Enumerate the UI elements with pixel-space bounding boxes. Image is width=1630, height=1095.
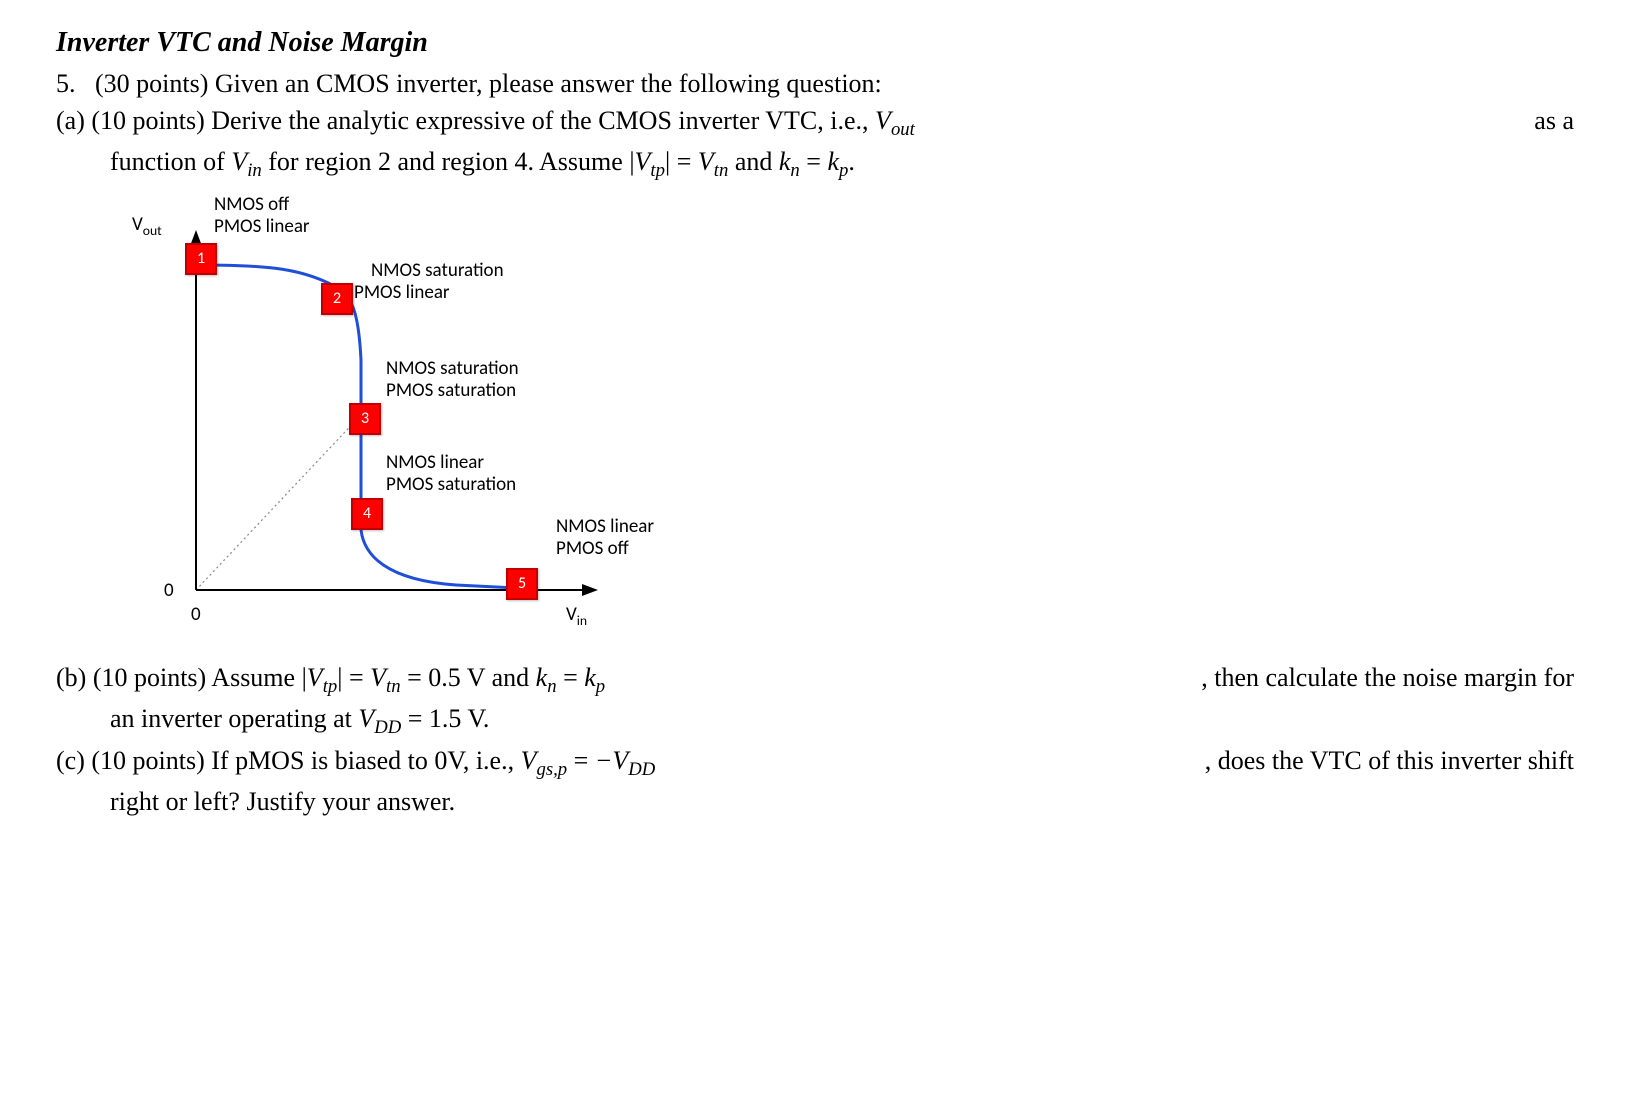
- region-box-4: 4: [351, 498, 383, 530]
- qb-text-2: an inverter operating at: [110, 704, 358, 733]
- q5-line: 5. (30 points) Given an CMOS inverter, p…: [56, 66, 1574, 101]
- math-kp: kp: [827, 147, 848, 176]
- qb-text-1a: Assume: [211, 663, 301, 692]
- qa-text-2a: function of: [110, 147, 231, 176]
- math-neg-vdd: −VDD: [595, 746, 655, 775]
- math-vin: Vin: [231, 147, 261, 176]
- qa-text-2d: .: [848, 147, 855, 176]
- qc-text-1a: If pMOS is biased to 0V, i.e.,: [211, 746, 520, 775]
- region4-nmos: NMOS linear: [386, 452, 484, 474]
- math-vtn: Vtn: [698, 147, 728, 176]
- vin-axis-label: Vin: [566, 604, 587, 629]
- qa-line2: function of Vin for region 2 and region …: [56, 144, 1574, 183]
- qc-prefix: (c): [56, 746, 85, 775]
- q5-points: (30 points): [95, 69, 208, 98]
- val-0-5: 0.5 V: [428, 663, 485, 692]
- q5-text: Given an CMOS inverter, please answer th…: [215, 69, 882, 98]
- section-title: Inverter VTC and Noise Margin: [56, 24, 1574, 62]
- qb-text-1b: and: [492, 663, 536, 692]
- math-vtp: Vtp: [635, 147, 665, 176]
- region5-pmos: PMOS off: [556, 538, 629, 560]
- vtc-chart: 1 2 3 4 5 Vout 0 0 Vin NMOS off PMOS lin…: [96, 190, 816, 650]
- math-vout: Vout: [875, 106, 915, 135]
- math-vgsp: Vgs,p: [521, 746, 568, 775]
- zero-y-label: 0: [164, 580, 174, 602]
- region5-nmos: NMOS linear: [556, 516, 654, 538]
- vout-axis-label: Vout: [132, 214, 162, 239]
- math-eq1: =: [670, 147, 698, 176]
- qb-text-1c: , then calculate the noise margin for: [1201, 660, 1574, 699]
- region1-nmos: NMOS off: [214, 194, 289, 216]
- qa-points: (10 points): [91, 106, 204, 135]
- qb-line1: (b) (10 points) Assume |Vtp| = Vtn = 0.5…: [56, 660, 1574, 699]
- region-box-1: 1: [185, 243, 217, 275]
- region-box-5: 5: [506, 568, 538, 600]
- q5-prefix: 5.: [56, 69, 76, 98]
- qa-text-2b: for region 2 and region 4. Assume: [268, 147, 629, 176]
- region-box-2: 2: [321, 283, 353, 315]
- qa-text-2c: and: [735, 147, 779, 176]
- math-kn-b: kn: [536, 663, 557, 692]
- math-eq2: =: [800, 147, 828, 176]
- region3-nmos: NMOS saturation: [386, 358, 519, 380]
- region4-pmos: PMOS saturation: [386, 474, 516, 496]
- qb-line2: an inverter operating at VDD = 1.5 V.: [56, 701, 1574, 740]
- region-box-3: 3: [349, 403, 381, 435]
- region2-pmos: PMOS linear: [354, 282, 450, 304]
- qc-text-1b: , does the VTC of this inverter shift: [1205, 743, 1574, 782]
- math-kp-b: kp: [584, 663, 605, 692]
- qc-points: (10 points): [91, 746, 204, 775]
- x-axis-arrow-icon: [582, 584, 598, 596]
- qb-points: (10 points): [93, 663, 206, 692]
- qa-text-1a: Derive the analytic expressive of the CM…: [211, 106, 875, 135]
- qa-prefix: (a): [56, 106, 85, 135]
- unity-dotted-line: [196, 415, 361, 590]
- math-vdd: VDD: [358, 704, 401, 733]
- math-vtn-b: Vtn: [370, 663, 400, 692]
- qb-prefix: (b): [56, 663, 86, 692]
- qc-line2: right or left? Justify your answer.: [56, 784, 1574, 819]
- qa-line1: (a) (10 points) Derive the analytic expr…: [56, 103, 1574, 142]
- region1-pmos: PMOS linear: [214, 216, 310, 238]
- math-kn: kn: [779, 147, 800, 176]
- val-1-5: 1.5 V: [429, 704, 483, 733]
- region3-pmos: PMOS saturation: [386, 380, 516, 402]
- math-vtp-b: Vtp: [307, 663, 337, 692]
- qa-text-1b: as a: [1534, 103, 1574, 142]
- qc-line1: (c) (10 points) If pMOS is biased to 0V,…: [56, 743, 1574, 782]
- region2-nmos: NMOS saturation: [371, 260, 504, 282]
- zero-x-label: 0: [191, 604, 201, 626]
